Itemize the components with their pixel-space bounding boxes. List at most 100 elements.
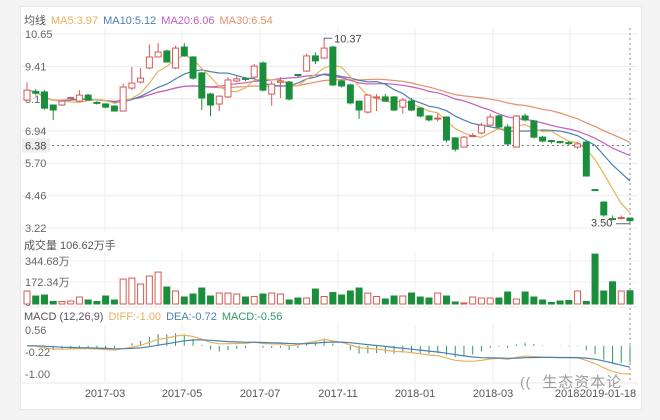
volume-bar [364, 292, 372, 305]
volume-bar [486, 297, 494, 305]
volume-bar [381, 298, 389, 305]
price-tick-label: 3.22 [25, 223, 46, 235]
volume-bar [84, 299, 92, 305]
candle-down [110, 105, 118, 112]
volume-bar [163, 286, 171, 305]
candle-up [119, 86, 127, 112]
macd-tick-label: 0.56 [25, 325, 46, 337]
candle-up [145, 56, 153, 69]
candle-down [346, 84, 354, 104]
candle-down [259, 62, 267, 91]
x-tick-label: 2018-03 [473, 388, 513, 400]
ma10-line [26, 69, 631, 182]
candle-up [617, 217, 625, 220]
candle-down [425, 115, 433, 121]
candle-down [408, 100, 416, 111]
volume-bar [40, 294, 48, 305]
macd-tick-label: -1.00 [25, 369, 50, 381]
volume-bar [460, 302, 468, 305]
candle-up [512, 115, 520, 148]
volume-bar [495, 297, 503, 305]
candle-up [128, 82, 136, 89]
candle-down [93, 101, 101, 104]
volume-bar [268, 292, 276, 305]
volume-bar [477, 297, 485, 305]
volume-bar [451, 301, 459, 305]
volume-bar [504, 291, 512, 305]
ma-legend-label: 均线 [24, 15, 46, 27]
date-cursor-bg [581, 386, 637, 400]
x-tick-label: 2017-05 [162, 388, 202, 400]
candle-down [495, 115, 503, 128]
candle-down [311, 55, 319, 62]
volume-bar [137, 283, 145, 305]
volume-bar [311, 288, 319, 305]
volume-bar [207, 295, 215, 305]
low-annotation-line [616, 220, 631, 225]
candle-down [442, 116, 450, 141]
candle-up [434, 117, 442, 120]
candle-down [49, 104, 57, 111]
volume-bar [93, 301, 101, 305]
candle-up [154, 51, 162, 58]
ma30-legend: MA30:6.54 [219, 15, 273, 27]
volume-bar [338, 294, 346, 305]
candle-up [364, 94, 372, 113]
volume-bar [154, 271, 162, 305]
price-tick-label: 9.41 [25, 61, 46, 73]
candle-up [477, 124, 485, 134]
candle-down [381, 96, 389, 102]
candle-down [539, 136, 547, 142]
volume-bar [512, 298, 520, 305]
watermark-text: 生态资本论 [542, 374, 623, 391]
volume-bar [224, 292, 232, 305]
macd-legend: MACD (12,26,9) DIFF:-1.00 DEA:-0.72 MACD:-0… [24, 311, 287, 323]
candle-up [373, 96, 381, 99]
price-tick-label: 5.70 [25, 158, 46, 170]
candle-down [338, 80, 346, 87]
candle-down [600, 201, 608, 216]
volume-bar [250, 296, 258, 305]
candle-up [320, 47, 328, 59]
volume-bar [67, 300, 75, 305]
volume-bar [408, 292, 416, 305]
candle-up [268, 83, 276, 95]
volume-bar [32, 295, 40, 305]
candle-up [303, 55, 311, 72]
candle-down [241, 77, 249, 80]
volume-bar [320, 296, 328, 305]
volume-bar [285, 299, 293, 305]
diff-line [26, 334, 631, 375]
volume-bar [574, 290, 582, 305]
volume-bar [591, 253, 599, 305]
volume-bar [425, 297, 433, 305]
volume-bar [276, 293, 284, 305]
volume-bar [547, 302, 555, 305]
volume-bar [346, 290, 354, 305]
candle-down [591, 189, 599, 192]
volume-bar [189, 293, 197, 305]
volume-bar [241, 296, 249, 305]
candle-down [102, 103, 110, 108]
candle-up [172, 47, 180, 69]
candle-up [23, 89, 31, 101]
candle-down [163, 50, 171, 63]
volume-bar [23, 290, 31, 305]
candle-up [233, 78, 241, 82]
reference-label-bg [22, 138, 50, 153]
x-tick-label: 2017-07 [240, 388, 280, 400]
volume-bar [399, 295, 407, 305]
candle-up [276, 80, 284, 83]
x-tick-label: 2017-03 [85, 388, 125, 400]
volume-bar [329, 292, 337, 305]
candle-down [416, 107, 424, 117]
candle-down [180, 46, 188, 57]
ma10-legend: MA10:5.12 [103, 15, 157, 27]
candle-down [355, 100, 363, 111]
volume-bar [75, 296, 83, 305]
high-annotation-label: 10.37 [334, 33, 362, 45]
candle-up [574, 143, 582, 148]
dea-line [27, 339, 631, 368]
ma5-legend: MA5:3.97 [51, 15, 99, 27]
